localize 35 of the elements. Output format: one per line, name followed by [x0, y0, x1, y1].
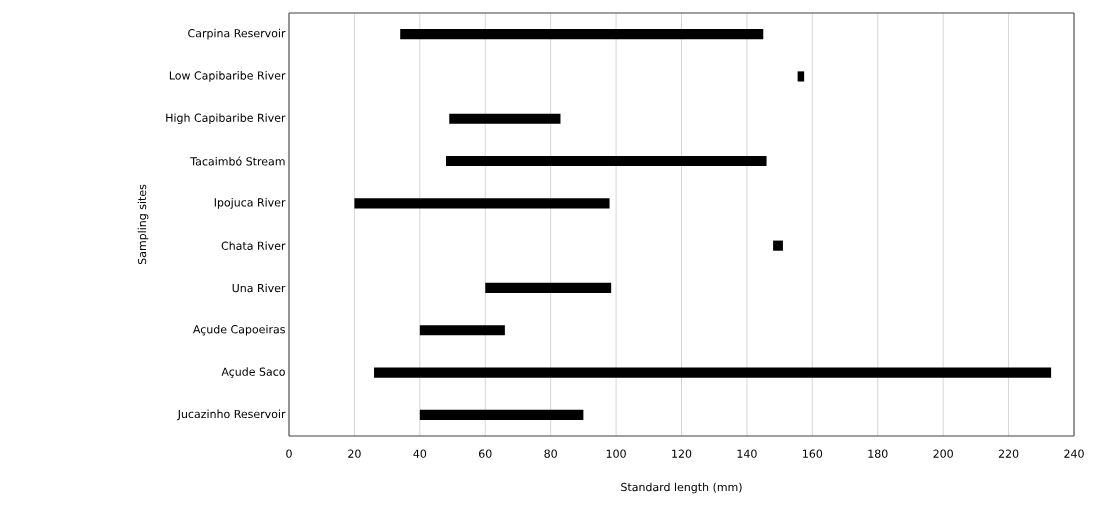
x-tick-label: 160	[803, 449, 823, 458]
y-tick-label: Tacaimbó Stream	[190, 156, 285, 166]
x-tick-label: 240	[1064, 449, 1084, 458]
bar	[449, 113, 561, 124]
bar	[446, 155, 767, 167]
x-tick-label: 20	[348, 449, 361, 458]
x-tick-label: 40	[413, 449, 427, 458]
bar	[773, 240, 783, 251]
bar	[419, 409, 584, 420]
y-tick-label: Ipojuca River	[214, 198, 286, 209]
x-tick-label: 80	[544, 449, 557, 458]
bar	[485, 282, 612, 294]
bar	[400, 29, 764, 40]
y-tick-label: Açude Saco	[221, 367, 285, 378]
y-tick-label: Low Capibaribe River	[169, 71, 286, 82]
y-tick-label: Carpina Reservoir	[188, 28, 286, 40]
x-tick-label: 100	[606, 449, 626, 458]
bar	[797, 71, 805, 82]
x-tick-label: 140	[737, 449, 757, 458]
y-tick-label: High Capibaribe River	[166, 113, 286, 125]
x-tick-label: 60	[479, 449, 492, 458]
bar	[419, 325, 505, 336]
bar	[354, 198, 610, 209]
x-tick-label: 180	[868, 449, 888, 458]
x-tick-label: 0	[286, 449, 292, 458]
x-axis-title: Standard length (mm)	[621, 482, 742, 494]
y-axis-title: Sampling sites	[137, 184, 149, 265]
x-tick-label: 200	[933, 449, 953, 458]
y-tick-label: Jucazinho Reservoir	[177, 409, 286, 421]
bar	[374, 367, 1052, 378]
y-tick-label: Una River	[232, 283, 286, 293]
y-tick-label: Açude Capoeiras	[193, 324, 285, 336]
y-tick-label: Chata River	[221, 241, 286, 250]
x-tick-label: 120	[672, 449, 692, 458]
x-tick-label: 220	[998, 449, 1019, 458]
